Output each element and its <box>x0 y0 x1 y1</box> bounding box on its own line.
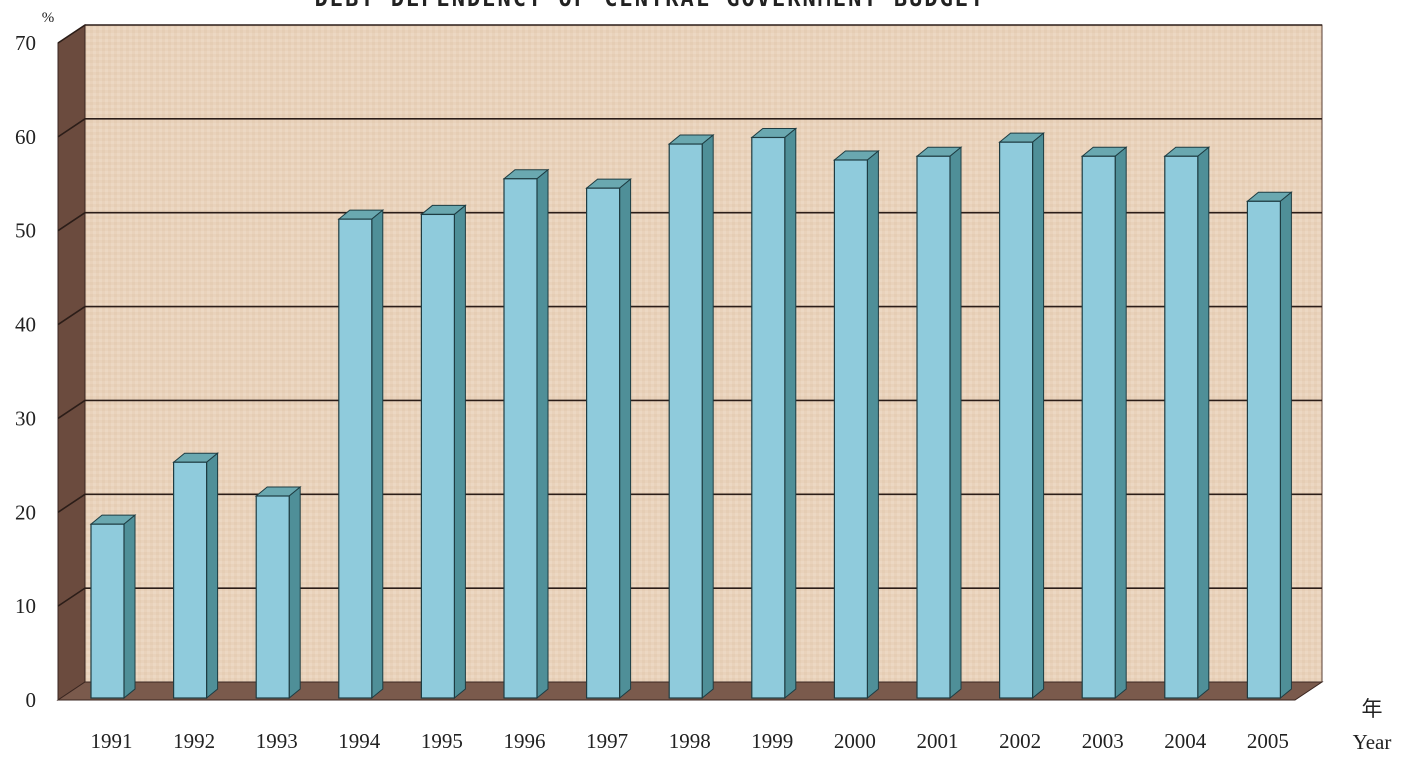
bar-1993 <box>254 485 302 700</box>
y-tick-label-60: 60 <box>15 125 36 149</box>
x-tick-label-1999: 1999 <box>751 729 793 753</box>
gridlines <box>57 24 1322 607</box>
bar-1994 <box>337 209 385 700</box>
bar-front-1996 <box>503 178 538 699</box>
gridline-10 <box>57 587 1322 607</box>
gridline-60 <box>57 118 1322 138</box>
bar-front-1997 <box>585 187 621 699</box>
bars <box>89 127 1293 700</box>
bar-front-2004 <box>1164 155 1199 699</box>
bar-side-1997 <box>619 178 632 700</box>
bar-side-2002 <box>1032 132 1045 700</box>
bar-side-2004 <box>1197 146 1210 700</box>
x-tick-label-2004: 2004 <box>1164 729 1207 753</box>
bar-side-1994 <box>371 209 384 700</box>
x-tick-label-1992: 1992 <box>173 729 215 753</box>
bar-1992 <box>172 452 220 700</box>
bar-front-2002 <box>998 141 1034 699</box>
bar-front-1993 <box>255 495 290 699</box>
bar-1995 <box>419 204 467 700</box>
y-axis-unit-label: % <box>42 10 55 26</box>
x-tick-label-1993: 1993 <box>256 729 298 753</box>
y-tick-label-20: 20 <box>15 500 36 524</box>
bar-side-1996 <box>536 168 549 700</box>
x-tick-label-2000: 2000 <box>834 729 876 753</box>
bar-front-1999 <box>751 136 786 699</box>
bar-front-1995 <box>420 213 455 699</box>
bar-2004 <box>1163 146 1211 700</box>
bar-front-1991 <box>90 523 125 699</box>
bar-side-2001 <box>949 146 962 700</box>
x-tick-label-1996: 1996 <box>504 729 546 753</box>
bar-side-1993 <box>288 485 301 700</box>
bar-front-1994 <box>338 218 373 699</box>
bar-2002 <box>998 132 1046 700</box>
y-axis-ticks: 0 10 20 30 40 50 60 70 <box>15 31 36 712</box>
gridline-70 <box>57 24 1322 44</box>
x-tick-label-2005: 2005 <box>1247 729 1289 753</box>
x-tick-label-1997: 1997 <box>586 729 628 753</box>
gridline-30 <box>57 399 1322 420</box>
bar-1997 <box>585 178 633 700</box>
bar-1998 <box>667 133 715 700</box>
x-tick-label-2001: 2001 <box>917 729 959 753</box>
left-wall <box>57 24 86 701</box>
bar-2003 <box>1080 146 1128 700</box>
x-tick-label-1994: 1994 <box>338 729 381 753</box>
y-tick-label-30: 30 <box>15 406 36 430</box>
y-tick-label-50: 50 <box>15 219 36 243</box>
chart-title: DEBT DEPENDENCY OF CENTRAL GOVERNMENT BU… <box>315 0 986 12</box>
bar-1996 <box>502 168 550 700</box>
bar-side-1998 <box>701 133 714 700</box>
gridline-50 <box>57 211 1322 232</box>
y-tick-label-10: 10 <box>15 594 36 618</box>
bar-side-2003 <box>1114 146 1127 700</box>
bar-side-2000 <box>866 149 879 700</box>
bar-front-1992 <box>173 461 208 699</box>
x-tick-label-1995: 1995 <box>421 729 463 753</box>
x-axis-label: Year <box>1353 730 1392 754</box>
x-tick-label-1998: 1998 <box>669 729 711 753</box>
bar-2000 <box>832 149 880 700</box>
x-tick-label-1991: 1991 <box>91 729 133 753</box>
bar-side-1991 <box>123 514 136 700</box>
y-tick-label-40: 40 <box>15 313 36 337</box>
bar-1999 <box>750 127 798 700</box>
bar-front-2003 <box>1081 155 1116 699</box>
x-tick-label-2003: 2003 <box>1082 729 1124 753</box>
bar-front-2001 <box>916 155 951 699</box>
x-axis-label-chinese: 年 <box>1362 697 1383 721</box>
bar-side-1995 <box>453 204 466 700</box>
y-tick-label-70: 70 <box>15 31 36 55</box>
x-axis-ticks: 1991 1992 1993 1994 1995 1996 1997 1998 1999 2000… <box>91 729 1289 753</box>
bar-side-1999 <box>784 127 797 700</box>
x-tick-label-2002: 2002 <box>999 729 1041 753</box>
bar-front-2005 <box>1246 200 1282 699</box>
bar-front-1998 <box>668 143 703 699</box>
gridline-20 <box>57 493 1322 513</box>
gridline-40 <box>57 305 1322 326</box>
y-tick-label-0: 0 <box>26 688 37 712</box>
bar-side-1992 <box>206 452 219 700</box>
bar-1991 <box>89 514 137 700</box>
bar-2001 <box>915 146 963 700</box>
bar-2005 <box>1245 191 1293 700</box>
bar-front-2000 <box>833 159 869 699</box>
bar-side-2005 <box>1279 191 1292 700</box>
